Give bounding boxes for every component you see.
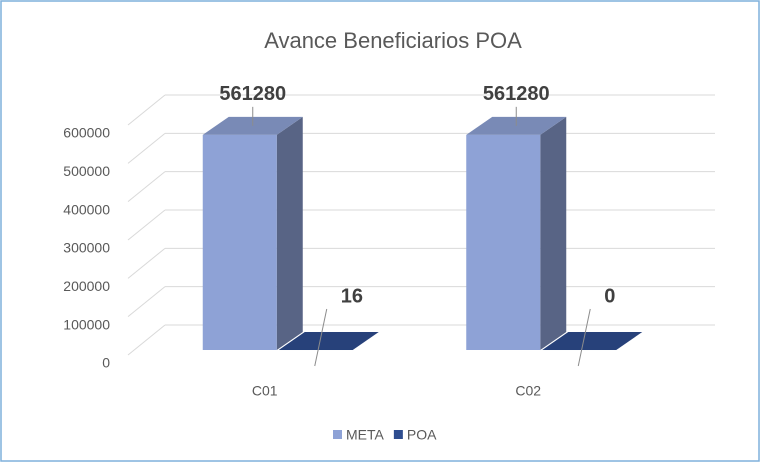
leader-line [314, 308, 328, 367]
y-tick-label: 400000 [63, 201, 110, 217]
data-label: 561280 [219, 83, 286, 105]
grid-line [127, 132, 166, 164]
x-tick-label: C02 [515, 383, 541, 399]
y-tick-label: 300000 [63, 240, 110, 256]
x-tick-label: C01 [252, 383, 278, 399]
legend-swatch [393, 430, 403, 439]
data-label: 561280 [483, 83, 550, 105]
bar-top [278, 331, 379, 350]
data-label: 16 [341, 285, 363, 307]
grid-line [127, 94, 166, 126]
grid-line [127, 171, 166, 203]
legend-label: POA [407, 427, 437, 443]
y-tick-label: 600000 [63, 125, 110, 141]
bar-top [542, 332, 643, 350]
bar [202, 134, 277, 350]
leader-line [577, 308, 591, 367]
y-tick-label: 500000 [63, 163, 110, 179]
data-label: 0 [604, 285, 615, 307]
bar [466, 134, 541, 350]
grid-line [127, 324, 166, 356]
grid-line [127, 286, 166, 318]
grid-line [127, 209, 166, 241]
bar-side [276, 116, 303, 350]
legend-swatch [333, 430, 342, 439]
bar-side [352, 331, 379, 350]
legend-label: META [346, 427, 385, 443]
chart-title: Avance Beneficiarios POA [264, 28, 522, 53]
y-tick-label: 100000 [63, 316, 110, 332]
grid-line [127, 247, 166, 279]
y-tick-label: 0 [102, 355, 110, 371]
bar-side [540, 116, 567, 350]
y-tick-label: 200000 [63, 278, 110, 294]
